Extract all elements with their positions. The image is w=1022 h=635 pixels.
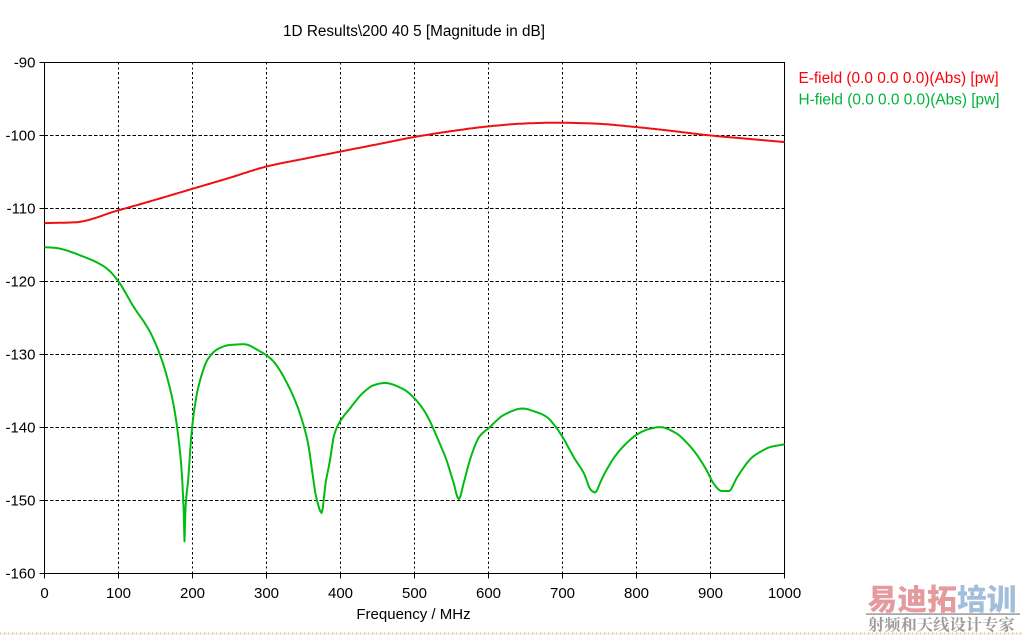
svg-text:-130: -130 (5, 347, 35, 364)
svg-text:1000: 1000 (768, 585, 801, 602)
svg-text:E-field (0.0 0.0 0.0)(Abs) [pw: E-field (0.0 0.0 0.0)(Abs) [pw] (799, 70, 999, 87)
svg-text:-90: -90 (14, 55, 36, 72)
svg-text:-150: -150 (5, 493, 35, 510)
svg-text:-110: -110 (7, 201, 36, 218)
svg-text:0: 0 (40, 585, 48, 602)
svg-text:H-field (0.0 0.0 0.0)(Abs) [pw: H-field (0.0 0.0 0.0)(Abs) [pw] (799, 91, 1000, 108)
svg-text:500: 500 (402, 585, 427, 602)
svg-text:-120: -120 (5, 274, 35, 291)
svg-text:900: 900 (698, 585, 723, 602)
svg-text:700: 700 (550, 585, 575, 602)
svg-text:-100: -100 (5, 128, 35, 145)
svg-text:100: 100 (106, 585, 131, 602)
svg-text:800: 800 (624, 585, 649, 602)
svg-text:600: 600 (476, 585, 501, 602)
svg-text:400: 400 (328, 585, 353, 602)
svg-text:-140: -140 (5, 420, 35, 437)
svg-text:200: 200 (180, 585, 205, 602)
svg-text:-160: -160 (5, 566, 35, 583)
svg-text:Frequency / MHz: Frequency / MHz (356, 606, 470, 623)
svg-text:300: 300 (254, 585, 279, 602)
svg-text:1D Results\200 40 5 [Magnitude: 1D Results\200 40 5 [Magnitude in dB] (283, 23, 545, 40)
